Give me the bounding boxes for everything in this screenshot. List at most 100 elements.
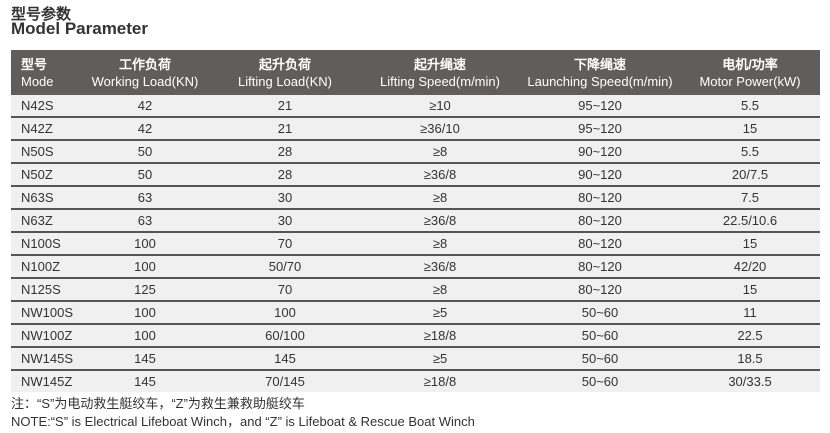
- cell-motor-power: 5.5: [680, 95, 820, 117]
- cell-model: N42Z: [11, 116, 80, 140]
- cell-motor-power: 22.5/10.6: [680, 208, 820, 232]
- cell-model: NW100S: [11, 300, 80, 324]
- header-motor-power: 电机/功率 Motor Power(kW): [680, 50, 820, 95]
- header-launching-speed-en: Launching Speed(m/min): [527, 73, 673, 89]
- cell-working-load: 100: [80, 231, 210, 255]
- cell-lifting-speed: ≥5: [360, 346, 520, 370]
- cell-lifting-load: 100: [210, 300, 360, 324]
- cell-working-load: 42: [80, 116, 210, 140]
- cell-working-load: 145: [80, 346, 210, 370]
- header-lifting-speed: 起升绳速 Lifting Speed(m/min): [360, 50, 520, 95]
- table-row: N50S 50 28 ≥8 90~120 5.5: [11, 139, 820, 163]
- cell-motor-power: 11: [680, 300, 820, 324]
- cell-working-load: 145: [80, 369, 210, 392]
- header-motor-power-cn: 电机/功率: [722, 56, 778, 72]
- table-row: N63S 63 30 ≥8 80~120 7.5: [11, 185, 820, 209]
- cell-launching-speed: 95~120: [520, 95, 680, 117]
- cell-launching-speed: 90~120: [520, 162, 680, 186]
- cell-working-load: 50: [80, 162, 210, 186]
- table-row: N100Z 100 50/70 ≥36/8 80~120 42/20: [11, 254, 820, 278]
- cell-lifting-speed: ≥36/8: [360, 162, 520, 186]
- cell-launching-speed: 80~120: [520, 208, 680, 232]
- table-row: NW100Z 100 60/100 ≥18/8 50~60 22.5: [11, 323, 820, 347]
- cell-model: N100Z: [11, 254, 80, 278]
- cell-lifting-speed: ≥8: [360, 277, 520, 301]
- note-chinese: 注：“S”为电动救生艇绞车，“Z”为救生兼救助艇绞车: [11, 396, 305, 411]
- cell-model: N42S: [11, 95, 80, 117]
- table-row: NW145Z 145 70/145 ≥18/8 50~60 30/33.5: [11, 369, 820, 392]
- cell-model: NW100Z: [11, 323, 80, 347]
- cell-lifting-load: 28: [210, 139, 360, 163]
- cell-model: NW145S: [11, 346, 80, 370]
- header-lifting-load-cn: 起升负荷: [258, 56, 311, 72]
- cell-lifting-speed: ≥5: [360, 300, 520, 324]
- table-row: NW100S 100 100 ≥5 50~60 11: [11, 300, 820, 324]
- cell-launching-speed: 80~120: [520, 185, 680, 209]
- title-english: Model Parameter: [11, 19, 148, 38]
- cell-working-load: 100: [80, 323, 210, 347]
- cell-lifting-speed: ≥36/10: [360, 116, 520, 140]
- header-model-cn: 型号: [21, 56, 48, 72]
- cell-model: N125S: [11, 277, 80, 301]
- cell-working-load: 63: [80, 185, 210, 209]
- cell-lifting-speed: ≥10: [360, 95, 520, 117]
- header-working-load-en: Working Load(KN): [91, 73, 199, 89]
- cell-motor-power: 20/7.5: [680, 162, 820, 186]
- cell-launching-speed: 90~120: [520, 139, 680, 163]
- cell-lifting-load: 50/70: [210, 254, 360, 278]
- cell-model: NW145Z: [11, 369, 80, 392]
- header-lifting-speed-en: Lifting Speed(m/min): [380, 73, 500, 89]
- cell-lifting-load: 21: [210, 116, 360, 140]
- cell-lifting-load: 70: [210, 231, 360, 255]
- cell-lifting-load: 28: [210, 162, 360, 186]
- cell-lifting-speed: ≥36/8: [360, 254, 520, 278]
- cell-motor-power: 7.5: [680, 185, 820, 209]
- header-lifting-speed-cn: 起升绳速: [413, 56, 466, 72]
- table-row: N50Z 50 28 ≥36/8 90~120 20/7.5: [11, 162, 820, 186]
- cell-model: N50S: [11, 139, 80, 163]
- cell-model: N63Z: [11, 208, 80, 232]
- cell-lifting-load: 30: [210, 185, 360, 209]
- cell-launching-speed: 80~120: [520, 254, 680, 278]
- header-launching-speed-cn: 下降绳速: [573, 56, 626, 72]
- title-chinese: 型号参数: [11, 6, 72, 23]
- cell-model: N63S: [11, 185, 80, 209]
- header-model-en: Mode: [21, 73, 54, 89]
- cell-launching-speed: 50~60: [520, 369, 680, 392]
- cell-lifting-load: 60/100: [210, 323, 360, 347]
- cell-motor-power: 42/20: [680, 254, 820, 278]
- cell-launching-speed: 50~60: [520, 323, 680, 347]
- cell-motor-power: 15: [680, 277, 820, 301]
- table-body: N42S 42 21 ≥10 95~120 5.5 N42Z 42 21 ≥36/10 95~120…: [11, 95, 820, 392]
- cell-model: N100S: [11, 231, 80, 255]
- model-parameter-table: 型号 Mode 工作负荷 Working Load(KN) 起升负荷 Lifting Lo…: [11, 50, 820, 392]
- cell-working-load: 50: [80, 139, 210, 163]
- cell-launching-speed: 50~60: [520, 300, 680, 324]
- cell-model: N50Z: [11, 162, 80, 186]
- cell-lifting-speed: ≥8: [360, 231, 520, 255]
- cell-working-load: 100: [80, 300, 210, 324]
- cell-lifting-load: 145: [210, 346, 360, 370]
- table-row: N63Z 63 30 ≥36/8 80~120 22.5/10.6: [11, 208, 820, 232]
- note-english: NOTE:“S” is Electrical Lifeboat Winch，an…: [11, 414, 475, 429]
- cell-lifting-speed: ≥8: [360, 139, 520, 163]
- table-row: N100S 100 70 ≥8 80~120 15: [11, 231, 820, 255]
- cell-lifting-speed: ≥18/8: [360, 369, 520, 392]
- cell-motor-power: 18.5: [680, 346, 820, 370]
- table-row: NW145S 145 145 ≥5 50~60 18.5: [11, 346, 820, 370]
- cell-motor-power: 15: [680, 231, 820, 255]
- header-working-load-cn: 工作负荷: [118, 56, 171, 72]
- cell-launching-speed: 50~60: [520, 346, 680, 370]
- cell-motor-power: 15: [680, 116, 820, 140]
- header-model: 型号 Mode: [11, 50, 80, 95]
- cell-lifting-speed: ≥36/8: [360, 208, 520, 232]
- cell-working-load: 42: [80, 95, 210, 117]
- table-row: N42Z 42 21 ≥36/10 95~120 15: [11, 116, 820, 140]
- cell-lifting-load: 21: [210, 95, 360, 117]
- cell-working-load: 63: [80, 208, 210, 232]
- cell-motor-power: 5.5: [680, 139, 820, 163]
- cell-launching-speed: 80~120: [520, 231, 680, 255]
- header-lifting-load: 起升负荷 Lifting Load(KN): [210, 50, 360, 95]
- cell-motor-power: 22.5: [680, 323, 820, 347]
- table-row: N42S 42 21 ≥10 95~120 5.5: [11, 95, 820, 117]
